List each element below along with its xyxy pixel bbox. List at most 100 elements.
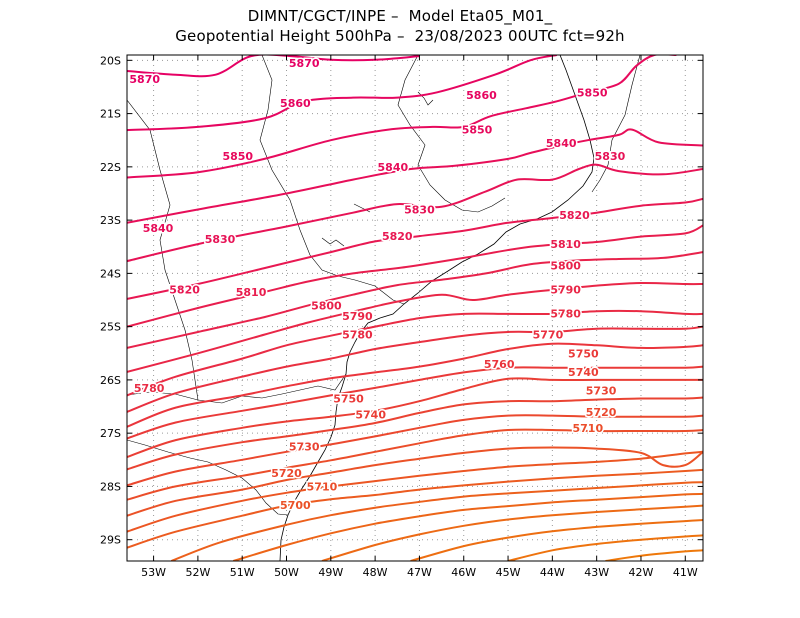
x-tick-label: 43W — [584, 566, 609, 579]
x-tick-label: 48W — [363, 566, 388, 579]
contour-label-5730: 5730 — [586, 385, 617, 398]
x-tick-label: 52W — [185, 566, 210, 579]
y-tick-label: 24S — [100, 267, 121, 280]
chart-title-line-2: Geopotential Height 500hPa – 23/08/2023 … — [175, 27, 625, 45]
contour-label-5730: 5730 — [289, 440, 320, 453]
x-tick-label: 53W — [141, 566, 166, 579]
island-2 — [353, 203, 371, 213]
contour-label-5760: 5760 — [484, 358, 515, 371]
contour-label-5850: 5850 — [222, 150, 253, 163]
plot-frame — [126, 54, 704, 562]
y-tick-label: 23S — [100, 214, 121, 227]
contour-label-5790: 5790 — [550, 283, 581, 296]
contour-5660 — [233, 492, 703, 561]
contour-label-5790: 5790 — [342, 310, 373, 323]
contour-labels: 5870 5870 5860 5860 5850 5850 5850 5840 5840 5830… — [128, 55, 627, 513]
contour-5830 — [127, 163, 703, 263]
country-border — [127, 99, 199, 401]
x-tick-label: 47W — [407, 566, 432, 579]
contour-5650 — [321, 504, 703, 561]
state-border-3 — [591, 55, 641, 193]
contour-label-5750: 5750 — [333, 393, 364, 406]
chart-title-line-1: DIMNT/CGCT/INPE – Model Eta05_M01_ — [247, 7, 553, 25]
contour-5860 — [127, 55, 558, 132]
contour-5760 — [127, 342, 703, 428]
contour-5710 — [127, 428, 703, 501]
x-tick-label: 45W — [496, 566, 521, 579]
contour-5810 — [127, 224, 703, 328]
contour-5790 — [127, 281, 703, 373]
contour-5840 — [127, 128, 703, 224]
contour-label-5810: 5810 — [550, 238, 581, 251]
contour-label-5860: 5860 — [466, 89, 497, 102]
contour-5750 — [127, 365, 703, 440]
contour-label-5820: 5820 — [559, 209, 590, 222]
y-tick-label: 27S — [100, 427, 121, 440]
state-border-2 — [259, 55, 405, 305]
contour-label-5850: 5850 — [577, 86, 608, 99]
y-tick-label: 26S — [100, 374, 121, 387]
contour-5800 — [127, 251, 703, 349]
contour-label-5740: 5740 — [355, 409, 386, 422]
y-tick-label: 20S — [100, 54, 121, 67]
contour-5630 — [507, 534, 703, 561]
contour-label-5780: 5780 — [550, 307, 581, 320]
contour-label-5750: 5750 — [568, 347, 599, 360]
contour-label-5720: 5720 — [586, 406, 617, 419]
contour-label-5740: 5740 — [568, 366, 599, 379]
contour-label-5770: 5770 — [533, 329, 564, 342]
contour-label-5850: 5850 — [462, 124, 493, 137]
contour-5780 — [127, 309, 703, 397]
contour-label-5840: 5840 — [546, 137, 577, 150]
y-tick-label: 28S — [100, 480, 121, 493]
x-tick-label: 49W — [318, 566, 343, 579]
contour-label-5830: 5830 — [205, 233, 236, 246]
x-tick-label: 50W — [274, 566, 299, 579]
contour-label-5870: 5870 — [289, 57, 320, 70]
contour-5730 — [127, 396, 703, 471]
contour-5620 — [605, 549, 703, 561]
contour-label-5820: 5820 — [169, 283, 200, 296]
state-border-4 — [127, 373, 347, 404]
y-axis: 20S 21S 22S 23S 24S 25S 26S 27S 28S 29S — [100, 54, 703, 547]
contour-label-5810: 5810 — [236, 286, 267, 299]
state-border-1 — [397, 55, 506, 213]
y-tick-label: 25S — [100, 321, 121, 334]
contour-5670 — [170, 481, 703, 561]
contour-5740 — [127, 377, 703, 459]
contour-label-5800: 5800 — [311, 299, 342, 312]
contour-label-5780: 5780 — [134, 382, 165, 395]
y-tick-label: 21S — [100, 108, 121, 121]
contour-label-5700: 5700 — [280, 499, 311, 512]
contour-5700 — [127, 446, 703, 517]
contour-label-5820: 5820 — [382, 230, 413, 243]
x-tick-label: 42W — [629, 566, 654, 579]
contour-5820 — [127, 197, 703, 300]
contour-label-5860: 5860 — [280, 97, 311, 110]
contour-label-5830: 5830 — [404, 203, 435, 216]
contour-lines — [127, 55, 703, 561]
contour-5850 — [127, 55, 677, 179]
contour-5720 — [127, 414, 703, 487]
y-tick-label: 22S — [100, 161, 121, 174]
contour-label-5710: 5710 — [572, 422, 603, 435]
contour-label-5870: 5870 — [129, 73, 160, 86]
contour-label-5800: 5800 — [550, 259, 581, 272]
island-3 — [321, 237, 345, 247]
contour-label-5840: 5840 — [378, 161, 409, 174]
contour-label-5710: 5710 — [307, 480, 338, 493]
contour-5870 — [127, 55, 420, 78]
contour-label-5780: 5780 — [342, 329, 373, 342]
contour-5680 — [127, 468, 703, 549]
contour-label-5830: 5830 — [595, 150, 626, 163]
contour-label-5840: 5840 — [143, 222, 174, 235]
y-tick-label: 29S — [100, 534, 121, 547]
coastline-map — [127, 55, 641, 561]
contour-5640 — [410, 519, 703, 561]
x-tick-label: 44W — [540, 566, 565, 579]
x-tick-label: 51W — [230, 566, 255, 579]
contour-5690 — [127, 450, 703, 533]
contour-label-5720: 5720 — [271, 467, 302, 480]
state-border-5 — [127, 439, 289, 516]
contour-5770 — [127, 325, 703, 413]
